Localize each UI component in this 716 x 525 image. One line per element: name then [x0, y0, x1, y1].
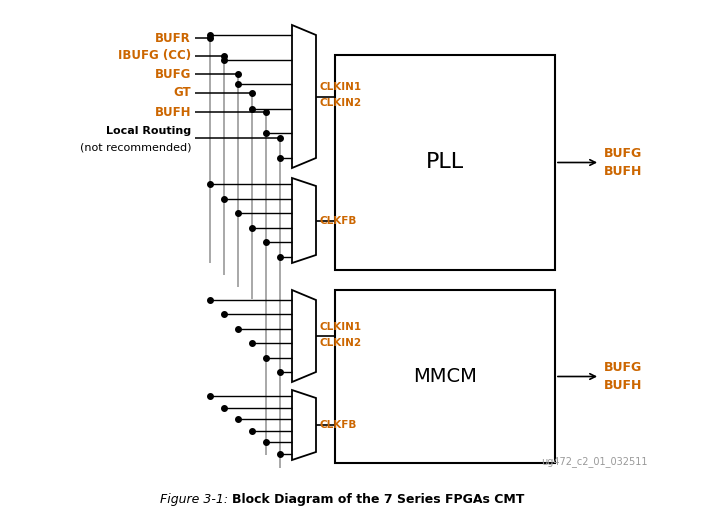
Text: CLKIN2: CLKIN2 [319, 338, 361, 348]
Text: Local Routing: Local Routing [106, 126, 191, 136]
Text: BUFH: BUFH [155, 106, 191, 119]
Text: ug472_c2_01_032511: ug472_c2_01_032511 [541, 457, 648, 467]
Bar [335, 55, 555, 270]
Text: CLKFB: CLKFB [319, 420, 357, 430]
Text: BUFG: BUFG [604, 361, 642, 374]
Text: CLKIN1: CLKIN1 [319, 82, 361, 92]
Text: BUFH: BUFH [604, 165, 642, 178]
Bar [335, 290, 555, 463]
Text: CLKIN1: CLKIN1 [319, 322, 361, 332]
Text: BUFH: BUFH [604, 379, 642, 392]
Text: MMCM: MMCM [413, 367, 477, 386]
Text: CLKIN2: CLKIN2 [319, 99, 361, 109]
Text: BUFR: BUFR [155, 32, 191, 45]
Text: PLL: PLL [426, 152, 464, 173]
Text: CLKFB: CLKFB [319, 215, 357, 226]
Text: Figure 3-1:: Figure 3-1: [160, 494, 228, 507]
Text: IBUFG (CC): IBUFG (CC) [118, 49, 191, 62]
Text: (not recommended): (not recommended) [79, 142, 191, 152]
Text: BUFG: BUFG [155, 68, 191, 80]
Text: GT: GT [173, 87, 191, 100]
Text: BUFG: BUFG [604, 147, 642, 160]
Text: Block Diagram of the 7 Series FPGAs CMT: Block Diagram of the 7 Series FPGAs CMT [232, 494, 524, 507]
